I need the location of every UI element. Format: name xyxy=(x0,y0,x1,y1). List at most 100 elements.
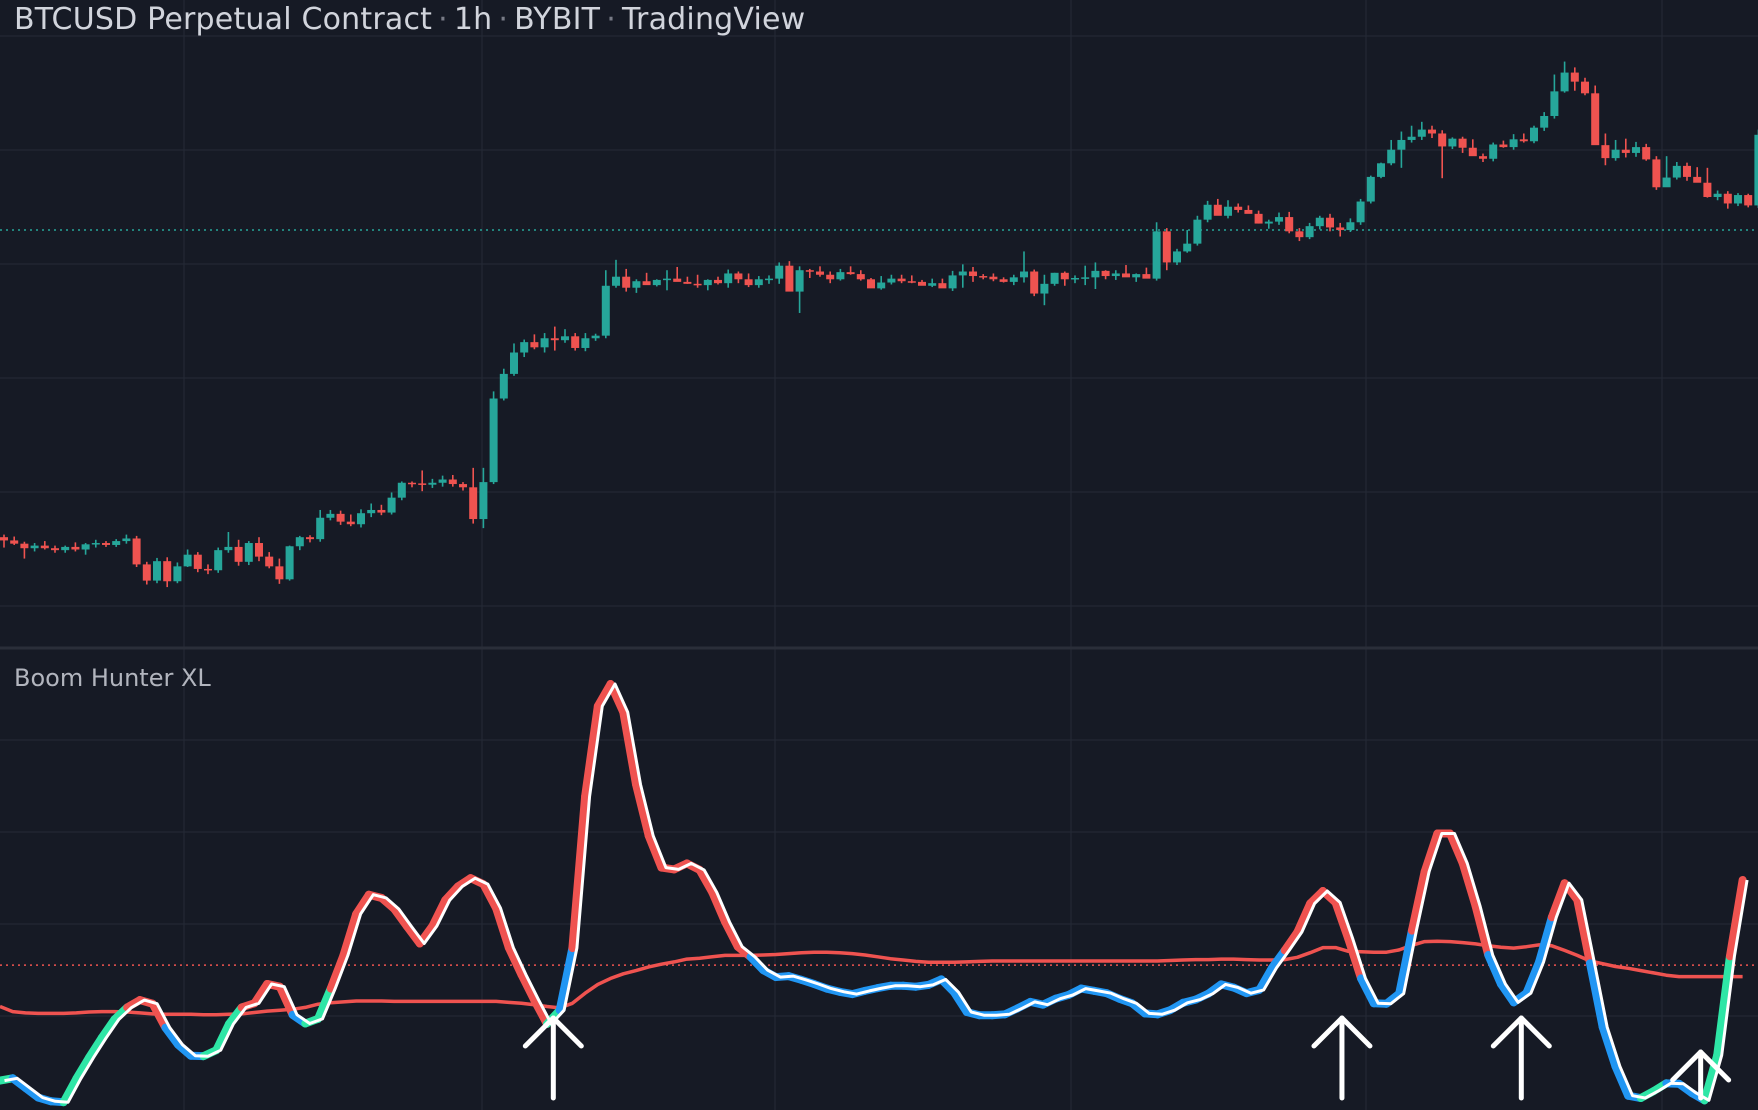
candle[interactable] xyxy=(1397,131,1406,168)
candle[interactable] xyxy=(295,535,304,551)
candle[interactable] xyxy=(744,273,753,288)
candle[interactable] xyxy=(234,539,243,566)
candle[interactable] xyxy=(1519,133,1528,143)
candle[interactable] xyxy=(285,545,294,581)
candle[interactable] xyxy=(1040,274,1049,306)
candle[interactable] xyxy=(428,478,437,488)
candle[interactable] xyxy=(703,279,712,291)
candle[interactable] xyxy=(1346,218,1355,232)
price-panel[interactable] xyxy=(0,61,1758,588)
candle[interactable] xyxy=(448,474,457,487)
candle[interactable] xyxy=(1550,74,1559,119)
candle[interactable] xyxy=(1213,198,1222,216)
candle[interactable] xyxy=(193,552,202,573)
candle[interactable] xyxy=(520,339,529,358)
candle[interactable] xyxy=(1203,200,1212,223)
candle[interactable] xyxy=(1672,162,1681,180)
candle[interactable] xyxy=(387,492,396,515)
candle[interactable] xyxy=(377,504,386,516)
quotation-line[interactable] xyxy=(4,682,1749,1104)
candle[interactable] xyxy=(418,470,427,492)
candle[interactable] xyxy=(316,509,325,542)
candle[interactable] xyxy=(499,368,508,401)
candle[interactable] xyxy=(673,266,682,282)
candle[interactable] xyxy=(20,541,29,559)
candle[interactable] xyxy=(979,274,988,280)
candle[interactable] xyxy=(1050,272,1059,286)
candle[interactable] xyxy=(1621,138,1630,158)
candle[interactable] xyxy=(1224,200,1232,219)
candle[interactable] xyxy=(1693,167,1702,183)
candle[interactable] xyxy=(836,268,845,281)
candle[interactable] xyxy=(71,542,80,552)
candle[interactable] xyxy=(1009,274,1018,286)
candle[interactable] xyxy=(102,541,110,547)
candle[interactable] xyxy=(1101,270,1110,280)
candle[interactable] xyxy=(1020,251,1028,283)
candle[interactable] xyxy=(1071,275,1079,284)
candle[interactable] xyxy=(224,532,233,553)
candle[interactable] xyxy=(408,481,416,488)
candle[interactable] xyxy=(1264,219,1273,229)
candle[interactable] xyxy=(357,509,365,528)
candle[interactable] xyxy=(306,535,314,543)
candle[interactable] xyxy=(336,510,345,525)
candle[interactable] xyxy=(153,557,161,584)
candle[interactable] xyxy=(397,481,406,501)
candle[interactable] xyxy=(897,274,906,284)
candle[interactable] xyxy=(1713,190,1722,201)
candle[interactable] xyxy=(1081,265,1090,286)
candle[interactable] xyxy=(122,534,131,544)
candle[interactable] xyxy=(887,274,896,285)
symbol-name[interactable]: BTCUSD Perpetual Contract xyxy=(14,2,433,37)
candle[interactable] xyxy=(1295,228,1304,242)
candle[interactable] xyxy=(1162,228,1171,271)
candle[interactable] xyxy=(1244,205,1253,214)
candle[interactable] xyxy=(1754,129,1758,209)
candle[interactable] xyxy=(0,534,8,548)
candle[interactable] xyxy=(1315,215,1324,230)
candle[interactable] xyxy=(1111,270,1120,280)
candle[interactable] xyxy=(1560,61,1569,93)
candle[interactable] xyxy=(469,467,478,524)
buy-signal-arrow[interactable] xyxy=(1670,1049,1732,1101)
candle[interactable] xyxy=(51,545,59,553)
interval-label[interactable]: 1h xyxy=(453,2,493,37)
candle[interactable] xyxy=(275,558,284,584)
candle[interactable] xyxy=(265,552,274,569)
candle[interactable] xyxy=(173,562,182,584)
candle[interactable] xyxy=(61,545,70,553)
candle[interactable] xyxy=(581,333,590,352)
candle[interactable] xyxy=(1489,142,1498,162)
candle[interactable] xyxy=(163,557,172,588)
candle[interactable] xyxy=(1540,112,1549,131)
candle[interactable] xyxy=(734,271,743,284)
candle[interactable] xyxy=(1581,77,1589,96)
candle[interactable] xyxy=(948,270,957,291)
candle[interactable] xyxy=(1132,273,1141,282)
candle[interactable] xyxy=(30,543,39,552)
candle[interactable] xyxy=(601,270,610,339)
candle[interactable] xyxy=(112,539,121,547)
candle[interactable] xyxy=(958,264,967,288)
candle[interactable] xyxy=(1479,153,1487,162)
candle[interactable] xyxy=(530,334,539,350)
candle[interactable] xyxy=(867,277,875,289)
candle[interactable] xyxy=(10,536,19,545)
candle[interactable] xyxy=(1509,134,1518,150)
candle[interactable] xyxy=(479,467,488,529)
candle[interactable] xyxy=(938,278,947,289)
candle[interactable] xyxy=(561,329,569,343)
candle[interactable] xyxy=(571,333,580,351)
candle[interactable] xyxy=(1122,265,1130,278)
candle[interactable] xyxy=(1723,191,1732,209)
candle[interactable] xyxy=(1366,175,1375,204)
candle[interactable] xyxy=(907,275,916,284)
candle[interactable] xyxy=(367,503,376,518)
candle[interactable] xyxy=(132,535,141,567)
candle[interactable] xyxy=(1734,193,1742,207)
candle[interactable] xyxy=(1275,212,1283,225)
candle[interactable] xyxy=(1254,210,1263,224)
candle[interactable] xyxy=(999,277,1008,283)
candle[interactable] xyxy=(1356,198,1365,225)
